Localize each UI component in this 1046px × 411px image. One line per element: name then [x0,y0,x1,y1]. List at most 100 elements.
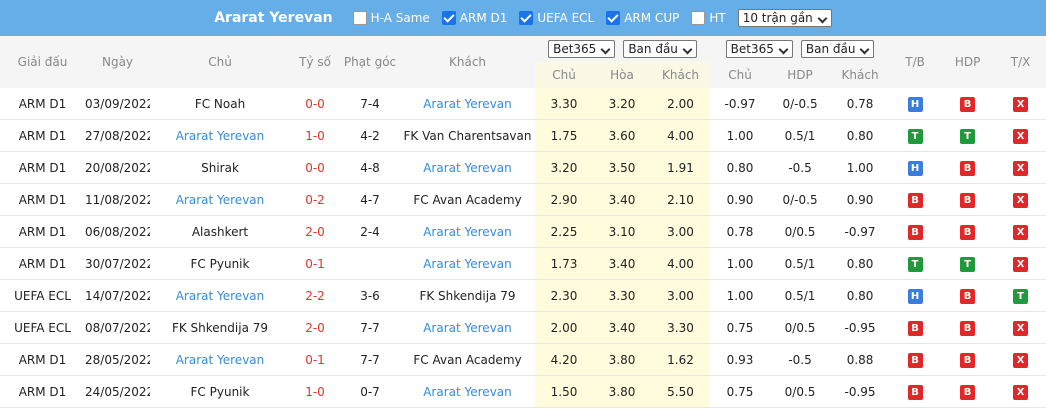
odds-column-header: Chủ [535,62,593,88]
select[interactable]: 10 trận gần [737,9,832,27]
result-cell: T [890,119,941,152]
cell: Ararat Yerevan [400,247,535,280]
badge: B [960,288,976,304]
select[interactable]: Bet365 [548,40,616,58]
column-header: Ngày [85,36,150,88]
cell [340,247,400,280]
hdp-cell: 0/0.5 [770,215,831,248]
hdp-cell: -0.97 [710,88,771,120]
checkbox[interactable] [352,11,367,26]
badge: B [960,192,976,208]
result-cell: B [940,343,996,376]
odds-cell: 1.50 [535,375,593,408]
odds-cell: 3.60 [593,119,651,152]
column-header: T/B [890,36,941,88]
result-cell: X [995,151,1046,184]
badge: T [960,256,976,272]
filter-label: ARM CUP [624,10,680,25]
hdp-cell: 0.88 [830,343,891,376]
result-cell: B [890,311,941,344]
badge: B [960,224,976,240]
cell: FC Noah [150,88,290,120]
cell: 2-0 [290,215,340,248]
cell: 30/07/2022 [85,247,150,280]
filter[interactable]: UEFA ECL [513,11,594,26]
cell: 4-2 [340,119,400,152]
hdp-cell: 0/0.5 [770,375,831,408]
hdp-cell: 1.00 [710,119,771,152]
match-table: Giải đấu Ngày Chủ Tỷ số Phạt góc Khách Bet365 B… [0,36,1046,408]
cell: FK Shkendija 79 [150,311,290,344]
odds-column-header: Khách [830,62,891,88]
badge: B [907,384,923,400]
badge: B [960,96,976,112]
odds-cell: 3.40 [593,311,651,344]
hdp-cell: 0.80 [830,247,891,280]
hdp-cell: 0.90 [710,183,771,216]
match-row: ARM D1 06/08/2022 Alashkert 2-0 2-4 Ararat Ye… [0,215,1046,248]
result-cell: B [940,215,996,248]
badge: B [960,384,976,400]
cell: UEFA ECL [0,279,85,312]
hdp-cell: 0.5/1 [770,279,831,312]
badge: X [1013,224,1029,240]
select[interactable]: Ban đầu [800,40,875,58]
column-header: Phạt góc [340,36,400,88]
cell: 0-1 [290,247,340,280]
checkbox[interactable] [519,11,534,26]
cell: 14/07/2022 [85,279,150,312]
odds-cell: 3.20 [535,151,593,184]
filter[interactable]: ARM CUP [600,11,679,26]
result-cell: T [940,247,996,280]
column-header: HDP [940,36,996,88]
match-row: ARM D1 24/05/2022 FC Pyunik 1-0 0-7 Ararat Ye… [0,375,1046,408]
badge: B [907,224,923,240]
result-cell: B [940,183,996,216]
match-row: ARM D1 11/08/2022 Ararat Yerevan 0-2 4-7 FC A… [0,183,1046,216]
badge: X [1013,352,1029,368]
column-header: Chủ [150,36,290,88]
select[interactable]: Bet365 [725,40,793,58]
odds-column-header: HDP [770,62,831,88]
cell: FK Van Charentsavan [400,119,535,152]
badge: T [907,128,923,144]
odds-cell: 1.73 [535,247,593,280]
cell: ARM D1 [0,151,85,184]
cell: UEFA ECL [0,311,85,344]
filter-label: HT [709,10,726,25]
hdp-cell: 0.75 [710,375,771,408]
checkbox[interactable] [441,11,456,26]
cell: Ararat Yerevan [400,311,535,344]
result-cell: T [995,279,1046,312]
odds-cell: 4.00 [651,119,711,152]
hdp-cell: 0.80 [710,151,771,184]
result-cell: H [890,279,941,312]
badge: X [1013,160,1029,176]
cell: ARM D1 [0,375,85,408]
cell: 4-7 [340,183,400,216]
filter-label: H-A Same [370,10,430,25]
checkbox[interactable] [691,11,706,26]
odds-column-header: Khách [651,62,711,88]
filter[interactable]: H-A Same [347,11,430,26]
filter[interactable]: ARM D1 [436,11,507,26]
cell: Alashkert [150,215,290,248]
cell: 7-7 [340,343,400,376]
badge: X [1013,96,1029,112]
odds-cell: 4.00 [651,247,711,280]
cell: 0-0 [290,88,340,120]
hdp-cell: -0.5 [770,151,831,184]
odds-cell: 3.30 [535,88,593,120]
badge: T [960,128,976,144]
cell: FC Pyunik [150,375,290,408]
match-row: ARM D1 20/08/2022 Shirak 0-0 4-8 Ararat Yerev… [0,151,1046,184]
odds-column-header: Hòa [593,62,651,88]
odds-cell: 3.50 [593,151,651,184]
cell: 28/05/2022 [85,343,150,376]
cell: Shirak [150,151,290,184]
badge: X [1013,192,1029,208]
filter[interactable]: HT [685,10,726,26]
select[interactable]: Ban đầu [623,40,697,58]
checkbox[interactable] [606,11,621,26]
